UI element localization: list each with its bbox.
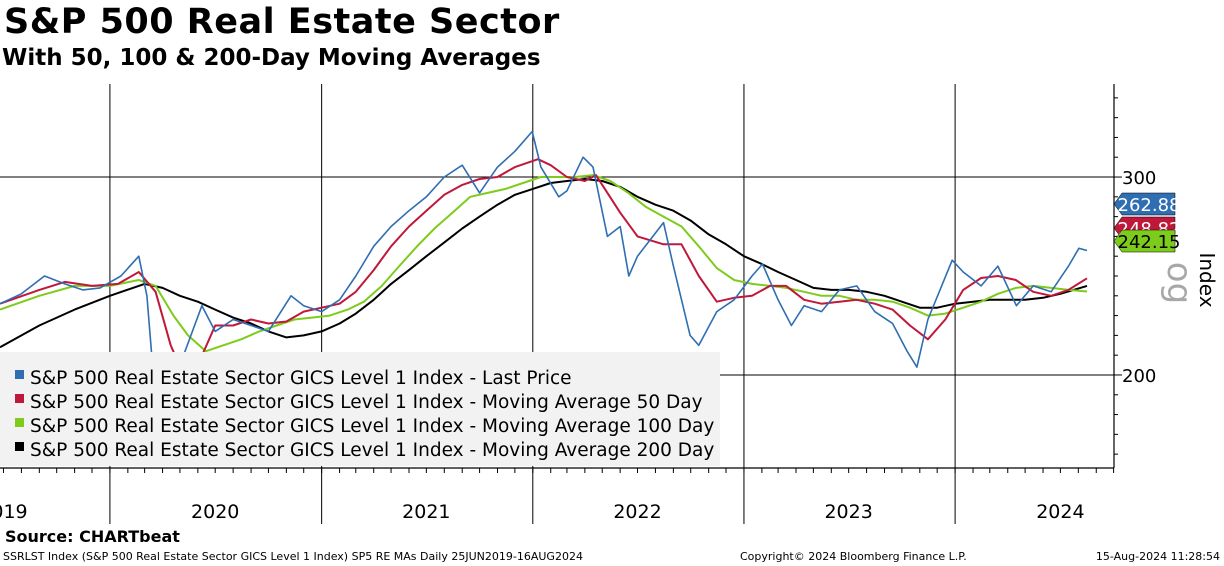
source-note: Source: CHARTbeat [5,527,180,546]
watermark: og [1159,262,1199,304]
chart-title: S&P 500 Real Estate Sector [4,2,560,42]
legend: S&P 500 Real Estate Sector GICS Level 1 … [0,352,720,466]
last-value-tag: 242.15 [1113,229,1181,253]
legend-label: S&P 500 Real Estate Sector GICS Level 1 … [30,368,572,389]
price-line [0,130,1088,426]
legend-label: S&P 500 Real Estate Sector GICS Level 1 … [30,440,714,461]
legend-swatch [15,418,24,427]
legend-label: S&P 500 Real Estate Sector GICS Level 1 … [30,392,703,413]
ma100-line [0,174,1088,353]
axes: 200300201920202021202220232024262.88248.… [0,84,1180,523]
x-tick-label: 2020 [191,501,239,523]
y-axis-label: Index [1195,252,1219,307]
footer-center: Copyright© 2024 Bloomberg Finance L.P. [740,550,967,563]
footer-left: SSRLST Index (S&P 500 Real Estate Sector… [3,550,583,563]
x-tick-label: 2021 [402,501,450,523]
last-value-badge [1113,192,1176,216]
legend-swatch [15,370,24,379]
x-tick-label: 2022 [613,501,661,523]
series-layer [0,130,1088,426]
footer-right: 15-Aug-2024 11:28:54 [1095,550,1220,563]
chart-subtitle: With 50, 100 & 200-Day Moving Averages [2,45,541,71]
x-tick-label: 2024 [1036,501,1084,523]
last-value-text: 262.88 [1118,195,1181,216]
ma200-line [0,178,1088,349]
legend-swatch [15,442,24,451]
y-tick-label: 200 [1122,366,1156,387]
legend-label: S&P 500 Real Estate Sector GICS Level 1 … [30,416,714,437]
last-value-tag: 262.88 [1113,192,1181,216]
ma50-line [0,158,1088,382]
x-tick-label: 2019 [0,501,28,523]
legend-swatch [15,394,24,403]
y-tick-label: 300 [1122,168,1156,189]
last-value-badge [1113,229,1176,253]
x-tick-label: 2023 [824,501,872,523]
legend-box [0,352,720,466]
last-value-text: 242.15 [1118,232,1181,253]
